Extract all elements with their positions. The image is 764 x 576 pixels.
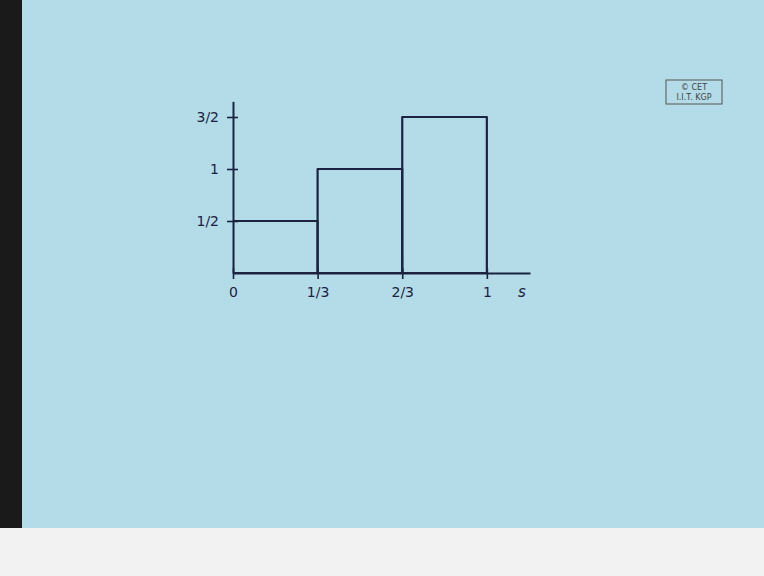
y-tick-mark xyxy=(227,117,238,119)
bar xyxy=(402,117,487,273)
x-tick: 1 xyxy=(483,268,492,300)
x-tick-mark xyxy=(402,268,404,279)
y-axis: 1/2 1 3/2 xyxy=(196,102,238,274)
bar xyxy=(233,221,318,273)
y-tick: 1/2 xyxy=(196,213,238,229)
plot-area xyxy=(233,117,487,273)
x-tick-label: 0 xyxy=(229,284,238,300)
y-tick-label: 1 xyxy=(210,161,219,177)
y-tick-label: 3/2 xyxy=(196,109,219,125)
x-tick-label: 2/3 xyxy=(391,284,414,300)
y-tick-mark xyxy=(227,169,238,171)
watermark-text: © CET xyxy=(681,83,707,92)
canvas: © CETI.I.T. KGP 0 1/3 2/3 1 1/2 1 3/2 s xyxy=(0,0,764,576)
x-tick: 2/3 xyxy=(391,268,414,300)
y-tick: 1 xyxy=(210,161,238,177)
y-axis-line xyxy=(233,102,235,274)
paper xyxy=(22,0,764,528)
x-axis: 0 1/3 2/3 1 xyxy=(229,268,530,300)
x-axis-line xyxy=(234,273,531,275)
y-tick-label: 1/2 xyxy=(196,213,219,229)
x-tick-label: 1/3 xyxy=(307,284,330,300)
watermark-text: I.I.T. KGP xyxy=(676,93,711,102)
x-tick-mark xyxy=(317,268,319,279)
bar xyxy=(318,169,403,273)
x-axis-title: s xyxy=(518,283,526,301)
desk xyxy=(0,528,764,576)
x-tick-mark xyxy=(487,268,489,279)
x-tick: 1/3 xyxy=(307,268,330,300)
watermark-box xyxy=(666,80,722,104)
x-tick-label: 1 xyxy=(483,284,492,300)
y-tick: 3/2 xyxy=(196,109,238,125)
y-tick-mark xyxy=(227,221,238,223)
watermark: © CETI.I.T. KGP xyxy=(666,80,722,104)
